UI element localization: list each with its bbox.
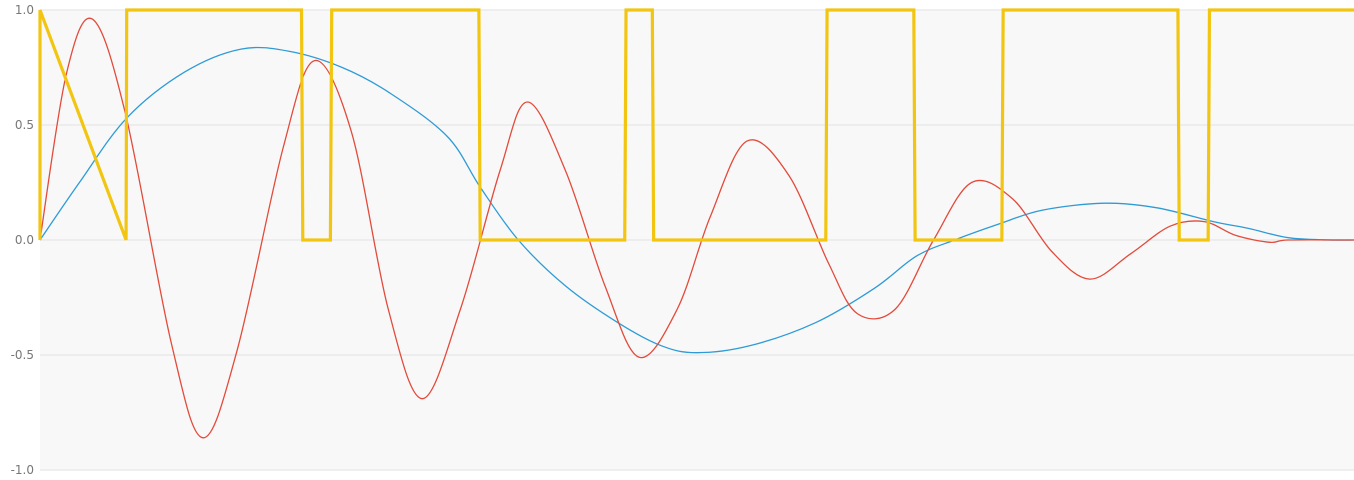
y-tick-label: -0.5 xyxy=(11,348,34,362)
series-layer xyxy=(38,8,1354,439)
y-tick-label: 0.5 xyxy=(15,118,34,132)
y-axis-tick-labels: 1.0 0.5 0.0 -0.5 -1.0 xyxy=(11,3,34,477)
y-tick-label: 1.0 xyxy=(15,3,34,17)
series-red-line xyxy=(39,17,1354,439)
series-blue-line xyxy=(39,46,1354,354)
y-tick-label: -1.0 xyxy=(11,463,34,477)
series-yellow-step-line xyxy=(38,8,1354,242)
y-tick-label: 0.0 xyxy=(15,233,34,247)
